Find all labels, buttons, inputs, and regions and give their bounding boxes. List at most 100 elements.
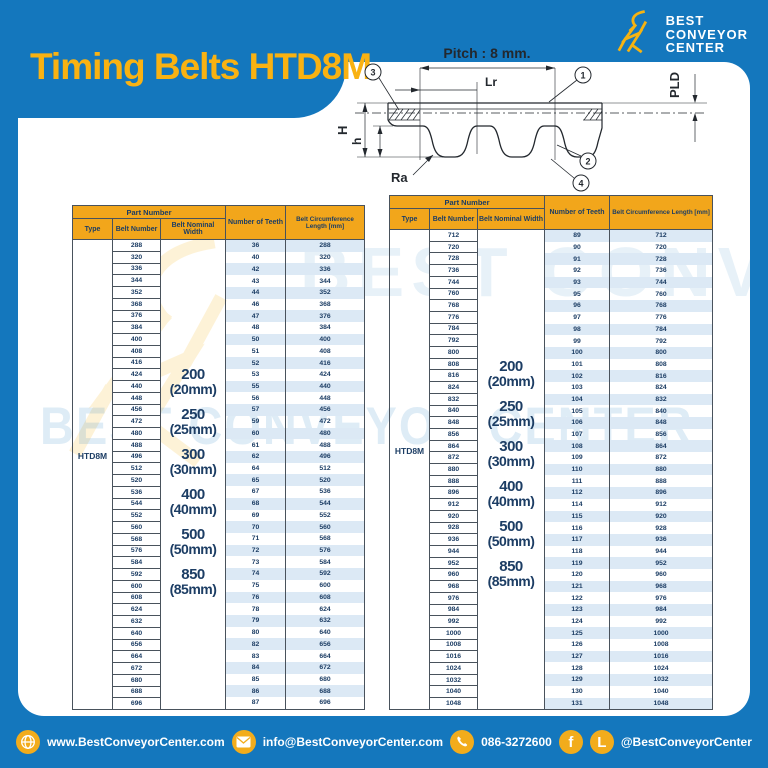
footer-bar: www.BestConveyorCenter.com info@BestConv… <box>0 716 768 768</box>
length-cell: 1008 <box>653 641 669 649</box>
belt-number-cell: 576 <box>113 545 160 558</box>
length-cell: 968 <box>610 580 712 593</box>
belt-number-cell: 952 <box>430 557 477 570</box>
width-option: 250 (25mm) <box>161 407 225 437</box>
width-unit: (20mm) <box>487 373 535 390</box>
width-option: 850 (85mm) <box>478 559 544 589</box>
teeth-cell: 126 <box>571 641 583 649</box>
teeth-cell: 86 <box>226 685 285 698</box>
watermark-logo-letters: BEST CONVEYOR CENTER <box>300 233 750 311</box>
belt-number-cell: 776 <box>430 311 477 324</box>
teeth-cell: 131 <box>545 697 609 710</box>
line-icon[interactable]: L <box>589 730 614 754</box>
belt-number-cell: 784 <box>430 323 477 336</box>
footer-email[interactable]: info@BestConveyorCenter.com <box>262 735 444 749</box>
brand-logo-line1: BEST <box>665 13 705 29</box>
width-value: 400 <box>181 485 205 503</box>
length-cell: 376 <box>286 310 364 323</box>
width-option: 850 (85mm) <box>161 567 225 597</box>
header-type: Type <box>73 219 113 240</box>
length-cell: 944 <box>655 547 667 555</box>
teeth-cell: 83 <box>251 652 260 660</box>
length-cell: 544 <box>286 497 364 510</box>
length-cell: 768 <box>610 300 712 312</box>
brand-logo: BEST CONVEYOR CENTER <box>613 8 748 61</box>
type-label: HTD8M <box>77 451 108 462</box>
teeth-cell: 75 <box>251 582 260 590</box>
length-cell: 600 <box>319 582 331 590</box>
header-belt-nominal-width: Belt Nominal Width <box>161 219 226 240</box>
teeth-cell: 64 <box>251 465 260 473</box>
header-belt-circumference: Belt Circumference Length [mm] <box>610 196 712 230</box>
belt-number-cell: 888 <box>430 475 477 488</box>
length-cell: 424 <box>319 371 331 379</box>
teeth-cell: 73 <box>251 558 260 566</box>
length-cell: 1024 <box>653 664 669 672</box>
belt-number-cell: 832 <box>430 393 477 406</box>
teeth-cell: 102 <box>545 370 609 382</box>
belt-number-cell: 896 <box>430 487 477 500</box>
belt-number-cell: 800 <box>430 347 477 359</box>
length-cell: 400 <box>286 333 364 346</box>
belt-number-cell: 552 <box>113 510 160 522</box>
length-cell: 368 <box>319 300 331 308</box>
length-cell: 936 <box>610 533 712 546</box>
belt-number-cell: 336 <box>113 263 160 276</box>
teeth-cell: 106 <box>545 417 609 429</box>
teeth-cell: 72 <box>226 544 285 557</box>
length-cell: 888 <box>655 477 667 485</box>
teeth-cell: 65 <box>226 474 285 487</box>
brand-logo-line2: CONVEYOR <box>665 26 748 42</box>
footer-phone[interactable]: 086-3272600 <box>481 735 552 749</box>
width-unit: (50mm) <box>487 533 535 550</box>
length-cell: 760 <box>655 290 667 298</box>
belt-number-cell: 632 <box>113 616 160 628</box>
teeth-cell: 79 <box>226 615 285 627</box>
belt-table-left: Part Number Type Belt Number Belt Nomina… <box>72 205 365 710</box>
teeth-cell: 59 <box>251 418 260 426</box>
belt-number-cell: 944 <box>430 545 477 558</box>
width-value: 300 <box>499 438 523 456</box>
footer-social-handle[interactable]: @BestConveyorCenter <box>620 735 752 749</box>
belt-number-cell: 1024 <box>430 663 477 675</box>
belt-number-cell: 496 <box>113 451 160 464</box>
teeth-cell: 110 <box>545 463 609 476</box>
facebook-icon[interactable]: f <box>558 730 583 754</box>
teeth-cell: 46 <box>251 300 260 308</box>
line-glyph: L <box>597 733 607 751</box>
belt-number-cell: 1048 <box>430 698 477 709</box>
teeth-cell: 105 <box>571 407 583 415</box>
length-column: 712 720 728 736 744 760 768 776 784 792 800 808 816 8… <box>610 230 712 710</box>
length-cell: 512 <box>319 465 331 473</box>
belt-profile-diagram: Pitch : 8 mm. Lr H h Ra PLD 3 1 2 4 <box>335 42 715 207</box>
teeth-cell: 78 <box>251 605 260 613</box>
width-unit: (50mm) <box>169 540 217 557</box>
width-option: 300 (30mm) <box>161 447 225 477</box>
width-value: 500 <box>499 518 523 536</box>
teeth-cell: 48 <box>251 324 260 332</box>
teeth-cell: 90 <box>573 244 581 252</box>
belt-number-cell: 872 <box>430 452 477 465</box>
table-header: Part Number Type Belt Number Belt Nomina… <box>73 206 364 240</box>
teeth-cell: 76 <box>226 591 285 604</box>
length-cell: 720 <box>655 244 667 252</box>
length-cell: 976 <box>655 594 667 602</box>
length-cell: 712 <box>610 230 712 242</box>
length-cell: 488 <box>319 441 331 449</box>
teeth-cell: 120 <box>571 571 583 579</box>
belt-number-cell: 808 <box>430 358 477 371</box>
page-title: Timing Belts HTD8M <box>30 46 372 87</box>
width-option: 300 (30mm) <box>478 439 544 469</box>
belt-number-cell: 856 <box>430 428 477 441</box>
belt-table-right: Part Number Type Belt Number Belt Nomina… <box>389 195 713 710</box>
belt-number-cell: 560 <box>113 522 160 534</box>
belt-number-cell: 1016 <box>430 651 477 664</box>
width-value: 850 <box>181 565 205 583</box>
teeth-cell: 68 <box>226 497 285 510</box>
belt-number-cell: 744 <box>430 276 477 289</box>
teeth-cell: 115 <box>545 510 609 523</box>
footer-website[interactable]: www.BestConveyorCenter.com <box>47 735 225 749</box>
teeth-cell: 118 <box>571 547 583 555</box>
length-cell: 560 <box>286 521 364 533</box>
length-cell: 776 <box>655 314 667 322</box>
